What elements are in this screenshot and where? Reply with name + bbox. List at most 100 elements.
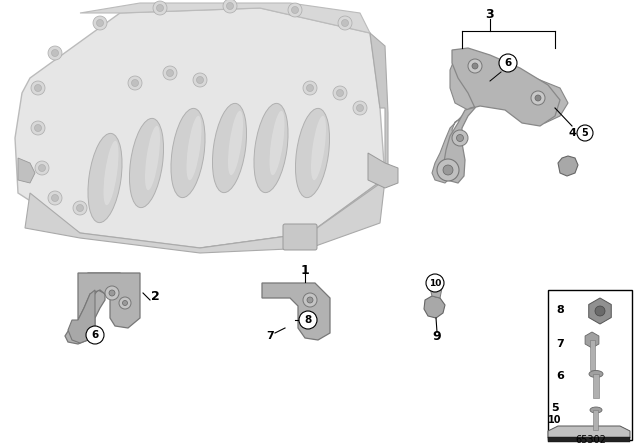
Bar bbox=[593, 374, 599, 398]
Ellipse shape bbox=[88, 134, 122, 223]
Circle shape bbox=[303, 293, 317, 307]
Polygon shape bbox=[262, 283, 330, 340]
Text: 1: 1 bbox=[301, 263, 309, 276]
Ellipse shape bbox=[269, 111, 284, 175]
Text: 6: 6 bbox=[92, 330, 99, 340]
Circle shape bbox=[456, 134, 463, 142]
Circle shape bbox=[109, 290, 115, 296]
Text: 4: 4 bbox=[568, 128, 576, 138]
Circle shape bbox=[472, 63, 478, 69]
Circle shape bbox=[531, 91, 545, 105]
Circle shape bbox=[31, 121, 45, 135]
Circle shape bbox=[307, 297, 313, 303]
Circle shape bbox=[105, 286, 119, 300]
Ellipse shape bbox=[145, 126, 160, 190]
Polygon shape bbox=[80, 3, 370, 33]
Circle shape bbox=[468, 59, 482, 73]
Circle shape bbox=[31, 81, 45, 95]
Circle shape bbox=[35, 85, 42, 91]
Circle shape bbox=[426, 274, 444, 292]
Circle shape bbox=[38, 164, 45, 172]
Ellipse shape bbox=[129, 118, 164, 207]
Circle shape bbox=[338, 16, 352, 30]
Circle shape bbox=[452, 130, 468, 146]
Bar bbox=[593, 410, 598, 430]
Polygon shape bbox=[68, 290, 95, 343]
Polygon shape bbox=[368, 153, 398, 188]
Text: 6: 6 bbox=[504, 58, 511, 68]
Circle shape bbox=[193, 73, 207, 87]
Text: 7: 7 bbox=[556, 339, 564, 349]
Text: 2: 2 bbox=[150, 289, 159, 302]
Polygon shape bbox=[15, 8, 385, 248]
Bar bbox=[548, 437, 630, 442]
Circle shape bbox=[333, 86, 347, 100]
Polygon shape bbox=[430, 285, 442, 298]
Text: 7: 7 bbox=[266, 331, 274, 341]
Text: 8: 8 bbox=[305, 315, 312, 325]
Text: 9: 9 bbox=[433, 329, 442, 343]
Circle shape bbox=[48, 191, 62, 205]
Circle shape bbox=[51, 49, 58, 56]
Circle shape bbox=[223, 0, 237, 13]
Polygon shape bbox=[200, 33, 388, 250]
Circle shape bbox=[595, 306, 605, 316]
Circle shape bbox=[77, 204, 83, 211]
Circle shape bbox=[577, 125, 593, 141]
Text: 10: 10 bbox=[548, 415, 562, 425]
Bar bbox=[548, 290, 632, 440]
Circle shape bbox=[291, 7, 298, 13]
Circle shape bbox=[128, 76, 142, 90]
Circle shape bbox=[307, 85, 314, 91]
Circle shape bbox=[299, 311, 317, 329]
Polygon shape bbox=[548, 426, 630, 438]
Polygon shape bbox=[558, 156, 578, 176]
Circle shape bbox=[356, 104, 364, 112]
Ellipse shape bbox=[589, 370, 603, 378]
Circle shape bbox=[35, 161, 49, 175]
Circle shape bbox=[131, 79, 138, 86]
FancyBboxPatch shape bbox=[283, 224, 317, 250]
Circle shape bbox=[122, 301, 127, 306]
Text: 6: 6 bbox=[556, 371, 564, 381]
Ellipse shape bbox=[186, 116, 202, 180]
Circle shape bbox=[227, 3, 234, 9]
Circle shape bbox=[342, 20, 349, 26]
Circle shape bbox=[93, 16, 107, 30]
Ellipse shape bbox=[311, 116, 326, 180]
Circle shape bbox=[288, 3, 302, 17]
Circle shape bbox=[437, 159, 459, 181]
Circle shape bbox=[353, 101, 367, 115]
Circle shape bbox=[48, 46, 62, 60]
Circle shape bbox=[196, 77, 204, 83]
Polygon shape bbox=[424, 296, 445, 318]
Circle shape bbox=[153, 1, 167, 15]
Circle shape bbox=[35, 125, 42, 132]
Circle shape bbox=[303, 81, 317, 95]
Circle shape bbox=[119, 297, 131, 309]
Polygon shape bbox=[25, 180, 385, 253]
Text: 65302: 65302 bbox=[575, 435, 607, 445]
Polygon shape bbox=[18, 158, 35, 183]
Ellipse shape bbox=[104, 141, 118, 205]
Circle shape bbox=[166, 69, 173, 77]
Ellipse shape bbox=[296, 108, 330, 198]
Circle shape bbox=[499, 54, 517, 72]
Ellipse shape bbox=[228, 111, 243, 175]
Polygon shape bbox=[78, 273, 140, 328]
Text: 3: 3 bbox=[486, 8, 494, 21]
Ellipse shape bbox=[590, 407, 602, 413]
Circle shape bbox=[157, 4, 163, 12]
Circle shape bbox=[535, 95, 541, 101]
Text: 10: 10 bbox=[429, 279, 441, 288]
Circle shape bbox=[337, 90, 344, 96]
Text: 8: 8 bbox=[556, 305, 564, 315]
Polygon shape bbox=[443, 48, 560, 183]
Circle shape bbox=[73, 201, 87, 215]
Circle shape bbox=[443, 165, 453, 175]
Ellipse shape bbox=[171, 108, 205, 198]
Bar bbox=[590, 340, 595, 370]
Text: 5: 5 bbox=[551, 403, 559, 413]
Circle shape bbox=[86, 326, 104, 344]
Circle shape bbox=[97, 20, 104, 26]
